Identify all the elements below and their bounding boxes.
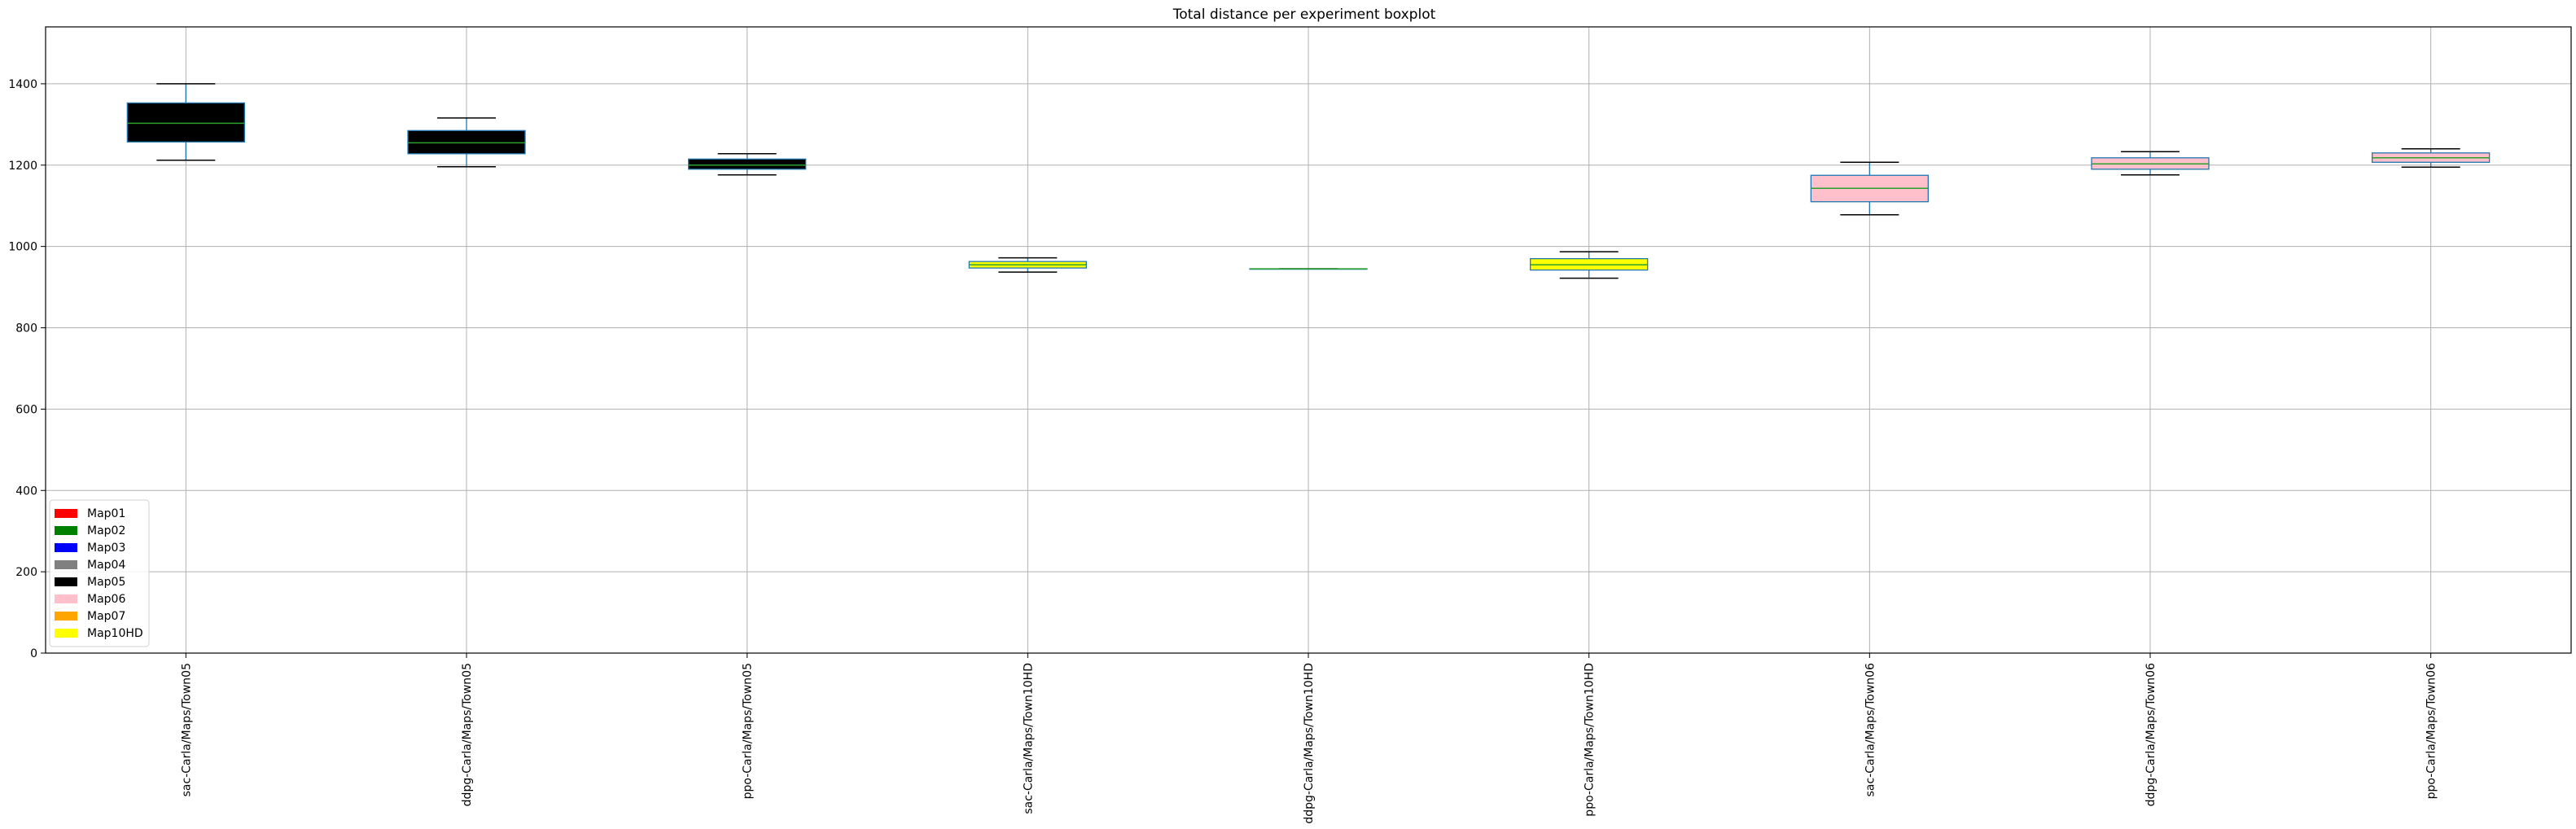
chart-title: Total distance per experiment boxplot (1172, 7, 1436, 23)
x-tick-label: ddpg-Carla/Maps/Town06 (2144, 663, 2158, 806)
y-tick-label: 1200 (8, 160, 37, 173)
legend-label: Map05 (87, 576, 125, 589)
legend-box (49, 499, 150, 647)
y-tick-label: 400 (15, 485, 37, 498)
box-body (126, 102, 245, 143)
box-4 (968, 257, 1087, 273)
legend-swatch (55, 509, 77, 518)
legend-label: Map04 (87, 559, 125, 572)
box-3 (688, 153, 807, 176)
legend-label: Map03 (87, 542, 125, 555)
legend-swatch (55, 560, 77, 569)
x-tick-label: sac-Carla/Maps/Town10HD (1022, 663, 1035, 814)
legend-swatch (55, 577, 77, 586)
legend-swatch (55, 612, 77, 621)
boxes-layer (126, 83, 2491, 279)
y-tick-label: 1400 (8, 78, 37, 91)
x-tick-label: ppo-Carla/Maps/Town10HD (1584, 663, 1597, 817)
legend-label: Map06 (87, 593, 125, 606)
legend: Map01 Map02 Map03 Map04 Map05 Map06 Map07 Map10… (49, 499, 150, 647)
x-tick-label: sac-Carla/Maps/Town05 (180, 663, 193, 796)
legend-label: Map10HD (87, 627, 143, 640)
legend-swatch (55, 526, 77, 535)
box-body (688, 158, 807, 170)
x-tick-label: ddpg-Carla/Maps/Town05 (461, 663, 474, 806)
x-tick-label: ddpg-Carla/Maps/Town10HD (1303, 663, 1316, 824)
box-9 (2372, 148, 2491, 169)
y-tick-label: 0 (30, 647, 37, 660)
x-tick-label: sac-Carla/Maps/Town06 (1864, 663, 1877, 796)
legend-swatch (55, 629, 77, 638)
box-5 (1249, 268, 1368, 270)
box-2 (407, 117, 526, 168)
y-tick-label: 800 (15, 322, 37, 336)
y-tick-label: 1000 (8, 241, 37, 254)
x-tick-label: ppo-Carla/Maps/Town05 (742, 663, 755, 799)
y-tick-label: 600 (15, 403, 37, 416)
legend-swatch (55, 543, 77, 552)
legend-label: Map02 (87, 524, 125, 537)
x-tick-label: ppo-Carla/Maps/Town06 (2425, 663, 2438, 799)
grid-layer (46, 27, 2571, 654)
axes-layer: 0 200 400 600 800 1000 1200 1400 sac-Carla/Maps/… (8, 26, 2572, 824)
legend-swatch (55, 594, 77, 603)
box-8 (2091, 151, 2210, 176)
axes-frame (45, 26, 2572, 654)
box-1 (126, 83, 245, 161)
box-7 (1810, 161, 1929, 216)
box-6 (1530, 251, 1649, 279)
legend-label: Map07 (87, 610, 125, 623)
legend-label: Map01 (87, 507, 125, 520)
y-tick-label: 200 (15, 566, 37, 579)
